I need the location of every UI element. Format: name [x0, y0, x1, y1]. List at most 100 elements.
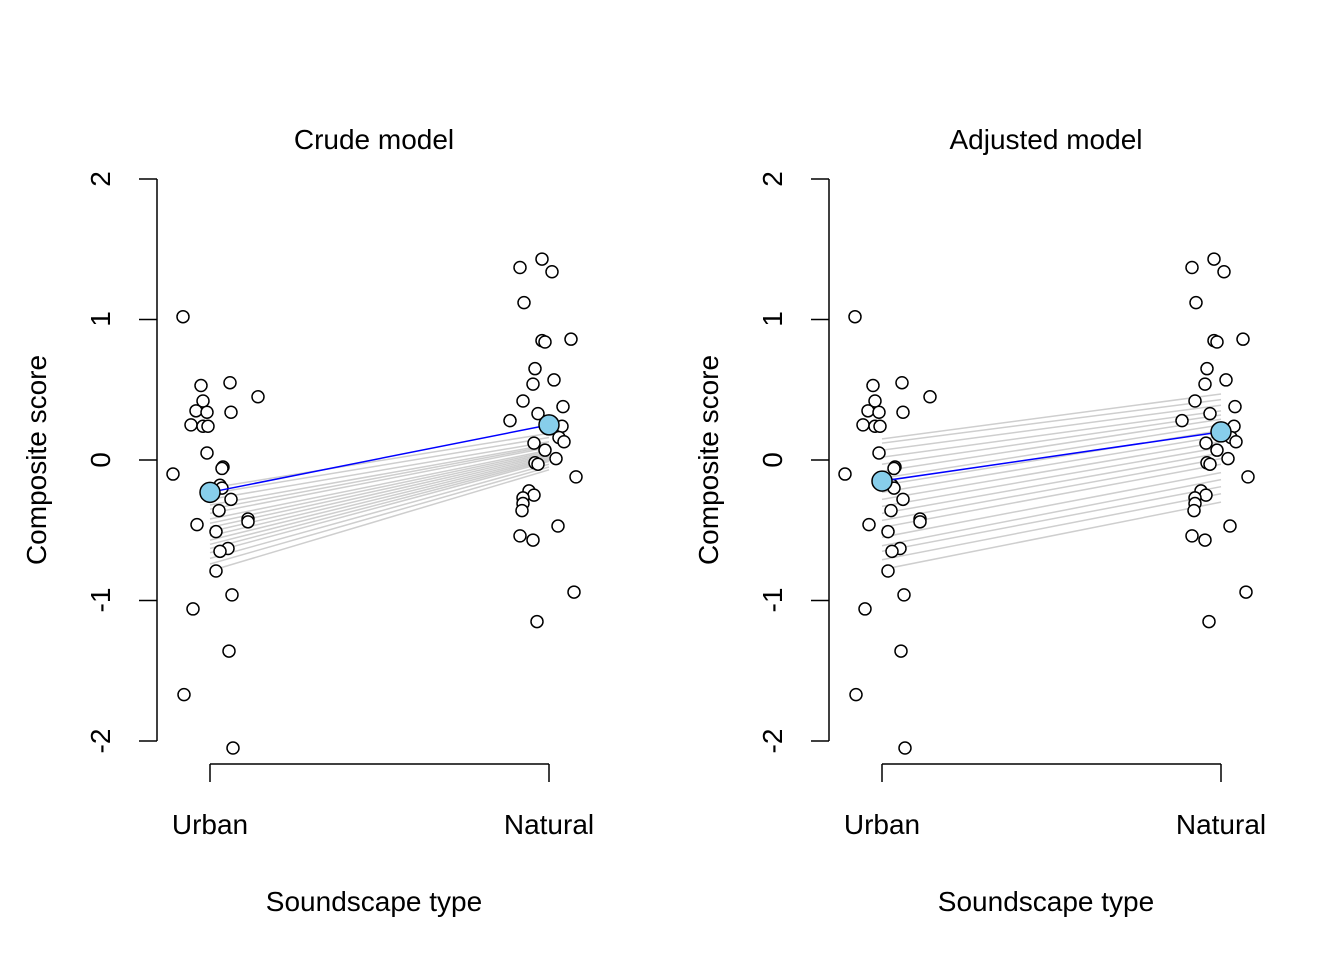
y-axis-label: Composite score	[21, 355, 52, 565]
individual-line	[209, 456, 550, 541]
individual-line	[209, 466, 550, 565]
data-point-natural	[1203, 406, 1217, 421]
data-point-natural	[556, 399, 570, 414]
data-point-urban	[862, 517, 876, 532]
data-point-natural	[1175, 413, 1189, 428]
data-point-natural	[551, 519, 565, 533]
data-point-urban	[887, 461, 901, 476]
data-point-urban	[894, 644, 908, 658]
y-tick-label: 0	[85, 452, 116, 468]
data-point-natural	[1221, 451, 1235, 466]
panel-title: Crude model	[294, 124, 454, 155]
data-point-urban	[866, 378, 880, 393]
data-point-urban	[223, 375, 237, 390]
data-point-natural	[513, 260, 527, 275]
data-point-natural	[567, 585, 581, 599]
data-point-urban	[215, 461, 229, 476]
data-point-natural	[503, 413, 517, 428]
individual-line	[881, 418, 1222, 472]
data-point-natural	[531, 457, 545, 471]
individual-line	[881, 471, 1222, 539]
data-point-urban	[166, 467, 180, 481]
data-point-natural	[1241, 470, 1255, 484]
data-point-natural	[538, 443, 552, 457]
data-point-natural	[527, 488, 541, 502]
data-point-urban	[848, 309, 862, 324]
individual-line	[881, 393, 1222, 440]
data-point-urban	[222, 644, 236, 658]
x-tick-label-urban: Urban	[172, 809, 248, 840]
crude-model-panel: Crude model Soundscape type Composite sc…	[21, 124, 594, 917]
data-point-urban	[176, 309, 190, 324]
data-point-urban	[194, 378, 208, 393]
data-point-natural	[1219, 373, 1233, 387]
individual-line	[881, 485, 1222, 553]
data-point-natural	[1199, 436, 1213, 450]
individual-line	[881, 457, 1222, 522]
data-point-natural	[1187, 503, 1201, 518]
data-point-urban	[177, 687, 191, 702]
data-point-natural	[1229, 434, 1243, 449]
data-point-urban	[224, 405, 238, 419]
individual-line	[881, 410, 1222, 458]
data-point-natural	[526, 533, 540, 547]
individual-line	[881, 435, 1222, 494]
data-point-urban	[184, 418, 198, 432]
individual-line	[881, 463, 1222, 529]
data-point-urban	[923, 390, 937, 404]
data-point-natural	[528, 361, 542, 376]
individual-line	[209, 449, 550, 520]
y-tick-label: 1	[85, 311, 116, 327]
y-tick-label: 1	[757, 311, 788, 327]
individual-line	[209, 463, 550, 560]
data-point-natural	[515, 503, 529, 518]
individual-line	[881, 492, 1222, 561]
data-point-natural	[1185, 529, 1199, 543]
mean-point-urban	[871, 470, 893, 492]
data-point-urban	[858, 602, 872, 616]
data-point-natural	[547, 373, 561, 387]
data-point-urban	[200, 446, 214, 460]
data-point-urban	[186, 602, 200, 616]
data-point-urban	[872, 446, 886, 460]
individual-line	[209, 459, 550, 550]
y-tick-label: -1	[85, 588, 116, 613]
data-point-natural	[530, 614, 544, 629]
individual-line	[209, 455, 550, 537]
mean-line	[881, 431, 1222, 482]
data-point-natural	[564, 332, 578, 346]
data-point-natural	[527, 436, 541, 450]
data-point-urban	[898, 741, 912, 755]
x-tick-label-natural: Natural	[1176, 809, 1266, 840]
individual-line	[209, 457, 550, 546]
x-tick-label-natural: Natural	[504, 809, 594, 840]
data-point-natural	[569, 470, 583, 484]
data-point-urban	[896, 492, 910, 507]
data-point-urban	[212, 503, 226, 518]
individual-line	[881, 501, 1222, 571]
individual-line	[881, 424, 1222, 480]
data-point-urban	[849, 687, 863, 702]
data-point-urban	[881, 524, 895, 539]
individual-line	[881, 414, 1222, 465]
data-point-urban	[251, 390, 265, 404]
data-point-urban	[190, 517, 204, 532]
y-tick-label: -2	[757, 729, 788, 754]
data-point-natural	[516, 394, 530, 408]
data-point-natural	[549, 451, 563, 466]
data-point-urban	[225, 588, 239, 602]
data-point-natural	[557, 434, 571, 449]
y-tick-label: 0	[757, 452, 788, 468]
mean-point-natural	[538, 414, 560, 436]
data-point-urban	[226, 741, 240, 755]
data-point-urban	[209, 564, 223, 578]
x-tick-label-urban: Urban	[844, 809, 920, 840]
individual-line	[881, 398, 1222, 444]
data-point-urban	[856, 418, 870, 432]
data-point-urban	[201, 419, 215, 434]
data-point-urban	[189, 404, 203, 418]
individual-line	[209, 460, 550, 554]
data-point-urban	[209, 524, 223, 539]
data-point-natural	[526, 377, 540, 391]
